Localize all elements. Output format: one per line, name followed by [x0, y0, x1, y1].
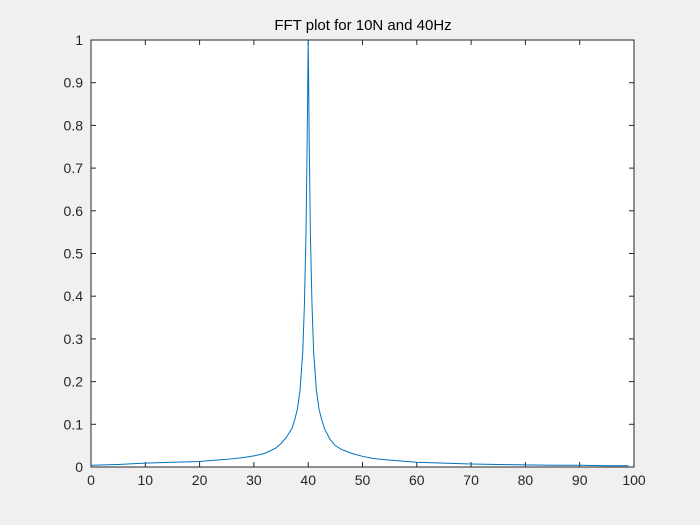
y-tick-label: 0.4 [64, 288, 84, 304]
fft-series-line [90, 39, 629, 467]
chart-title: FFT plot for 10N and 40Hz [274, 17, 451, 34]
y-tick-label: 1 [75, 32, 83, 48]
x-tick-label: 10 [138, 472, 154, 488]
y-tick-label: 0.8 [64, 117, 84, 133]
y-tick-label: 0.9 [64, 75, 84, 91]
y-tick-label: 0.5 [64, 246, 84, 262]
y-tick-label: 0.2 [64, 374, 84, 390]
x-tick-label: 70 [463, 472, 479, 488]
x-tick-label: 50 [355, 472, 371, 488]
x-tick-label: 0 [87, 472, 95, 488]
x-tick-label: 80 [518, 472, 534, 488]
x-tick-label: 20 [192, 472, 208, 488]
x-tick-label: 40 [300, 472, 316, 488]
y-tick-label: 0.6 [64, 203, 84, 219]
x-tick-label: 60 [409, 472, 425, 488]
y-tick-label: 0.1 [64, 416, 84, 432]
series-layer [90, 39, 629, 467]
x-tick-label: 100 [622, 472, 646, 488]
y-tick-label: 0.7 [64, 160, 84, 176]
y-tick-label: 0 [75, 459, 83, 475]
plot-area [90, 39, 635, 468]
x-tick-label: 30 [246, 472, 262, 488]
ticks-layer: 0 10 20 30 40 50 60 70 80 90 100 0 0.1 0.2 0.3 0.4 0.5 0.… [64, 32, 646, 488]
x-tick-label: 90 [572, 472, 588, 488]
y-tick-label: 0.3 [64, 331, 84, 347]
